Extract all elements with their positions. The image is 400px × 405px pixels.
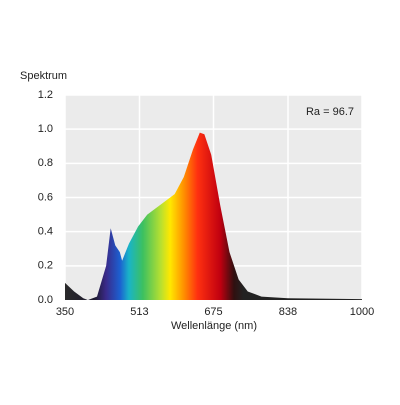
y-tick-label: 0.4 [38, 226, 53, 238]
x-tick-label: 838 [279, 306, 297, 318]
y-tick-label: 1.0 [38, 123, 53, 135]
y-tick-label: 0.0 [38, 294, 53, 306]
x-axis-label: Wellenlänge (nm) [171, 320, 257, 332]
x-tick-label: 1000 [350, 306, 374, 318]
y-axis-label: Spektrum [20, 70, 67, 82]
spectrum-area [65, 132, 362, 300]
x-tick-label: 513 [130, 306, 148, 318]
annotation: Ra = 96.7 [306, 106, 354, 118]
y-tick-label: 0.2 [38, 260, 53, 272]
y-tick-label: 0.6 [38, 191, 53, 203]
y-tick-label: 0.8 [38, 157, 53, 169]
x-tick-label: 675 [204, 306, 222, 318]
x-tick-label: 350 [56, 306, 74, 318]
y-tick-label: 1.2 [38, 89, 53, 101]
